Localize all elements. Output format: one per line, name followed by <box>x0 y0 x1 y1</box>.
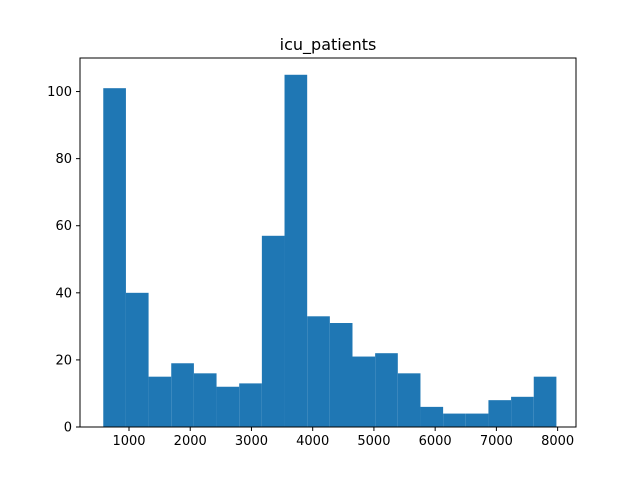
histogram-bar <box>261 235 285 427</box>
histogram-bar <box>171 363 194 427</box>
y-tick-label: 80 <box>55 152 72 167</box>
x-tick-label: 3000 <box>235 434 268 449</box>
y-tick-label: 60 <box>55 219 72 234</box>
histogram-bar <box>216 386 240 427</box>
histogram-bar <box>420 406 444 427</box>
plot-frame <box>79 57 577 428</box>
histogram-bar <box>375 353 398 427</box>
x-tick-label: 8000 <box>541 434 574 449</box>
histogram-bar <box>125 292 149 427</box>
histogram-bar <box>488 400 512 427</box>
histogram-bar <box>103 88 126 427</box>
y-axis-ticks: 0 20 40 60 80 100 <box>47 85 80 436</box>
x-tick-label: 7000 <box>480 434 513 449</box>
histogram-bar <box>307 316 330 427</box>
histogram-bar <box>397 373 421 427</box>
histogram-bar <box>239 383 262 427</box>
y-tick-label: 0 <box>64 421 72 436</box>
x-tick-label: 4000 <box>296 434 329 449</box>
x-tick-label: 2000 <box>174 434 207 449</box>
y-tick-label: 20 <box>55 353 72 368</box>
x-tick-label: 6000 <box>419 434 452 449</box>
chart-title: icu_patients <box>280 35 377 55</box>
histogram-bar <box>533 376 557 427</box>
histogram-bar <box>284 74 308 427</box>
x-tick-label: 5000 <box>357 434 390 449</box>
y-tick-label: 100 <box>47 85 72 100</box>
bars-group <box>103 74 557 427</box>
histogram-bar <box>465 413 489 427</box>
histogram-bar <box>329 323 353 427</box>
histogram-bar <box>443 413 466 427</box>
histogram-bar <box>193 373 217 427</box>
histogram-bar <box>148 376 172 427</box>
histogram-bar <box>511 396 534 427</box>
x-axis-ticks: 1000 2000 3000 4000 5000 6000 7000 8000 <box>112 427 574 449</box>
histogram-bar <box>352 356 376 427</box>
x-tick-label: 1000 <box>112 434 145 449</box>
y-tick-label: 40 <box>55 286 72 301</box>
